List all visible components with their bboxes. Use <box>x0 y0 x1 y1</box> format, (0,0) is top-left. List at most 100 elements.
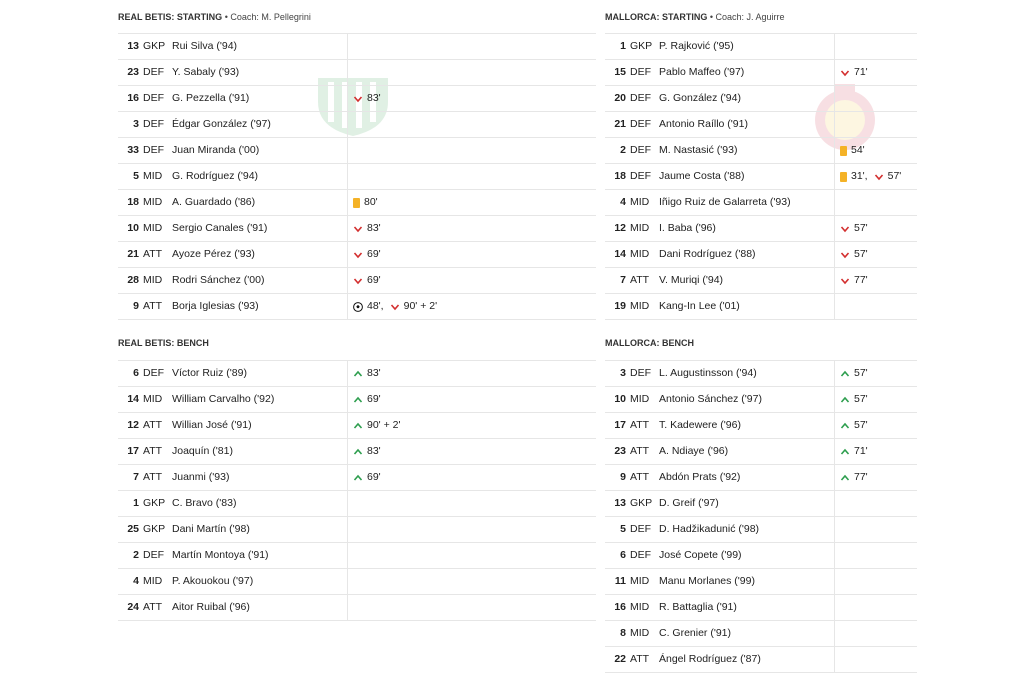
match-event: 90' + 2' <box>390 294 438 319</box>
match-event: 69' <box>353 387 381 412</box>
player-row: 4 MID Iñigo Ruiz de Galarreta ('93) <box>605 190 917 216</box>
match-event: 57' <box>840 361 868 386</box>
event-minute: 83' <box>367 367 381 379</box>
yellow-card-icon <box>840 171 847 182</box>
player-events: 69' <box>347 387 596 412</box>
home-starting-list: 13 GKP Rui Silva ('94) 23 DEF Y. Sabaly ('93)… <box>118 34 596 320</box>
player-row: 18 MID A. Guardado ('86) 80' <box>118 190 596 216</box>
player-name: Martín Montoya ('91) <box>172 549 269 561</box>
event-minute: 69' <box>367 393 381 405</box>
player-name: Joaquín ('81) <box>172 445 233 457</box>
chevron-down-icon <box>353 225 363 232</box>
player-name: Aitor Ruibal ('96) <box>172 601 250 613</box>
player-position: GKP <box>630 497 653 509</box>
player-position: DEF <box>143 92 164 104</box>
player-number: 22 <box>614 653 626 665</box>
chevron-down-icon <box>840 69 850 76</box>
match-event: 83' <box>353 86 381 111</box>
player-position: ATT <box>143 419 163 431</box>
player-row: 11 MID Manu Morlanes ('99) <box>605 569 917 595</box>
player-name: Ayoze Pérez ('93) <box>172 248 255 260</box>
player-name: Y. Sabaly ('93) <box>172 66 240 78</box>
event-minute: 57' <box>854 393 868 405</box>
player-number: 16 <box>614 601 626 613</box>
player-position: ATT <box>143 601 163 613</box>
player-events <box>347 543 596 568</box>
yellow-card-icon <box>840 145 847 156</box>
player-events <box>834 595 917 620</box>
player-number: 21 <box>614 118 626 130</box>
player-row: 5 DEF D. Hadžikadunić ('98) <box>605 517 917 543</box>
away-starting-title: MALLORCA: STARTING <box>605 12 708 22</box>
player-row: 18 DEF Jaume Costa ('88) 31', 57' <box>605 164 917 190</box>
home-starting-title: REAL BETIS: STARTING <box>118 12 223 22</box>
player-number: 21 <box>127 248 139 260</box>
player-position: GKP <box>143 497 166 509</box>
chevron-down-icon <box>840 251 850 258</box>
player-position: DEF <box>630 549 651 561</box>
home-coach: • Coach: M. Pellegrini <box>224 12 311 22</box>
player-number: 12 <box>614 222 626 234</box>
chevron-up-icon <box>840 474 850 481</box>
player-row: 14 MID William Carvalho ('92) 69' <box>118 387 596 413</box>
event-minute: 90' + 2' <box>403 300 438 312</box>
player-row: 16 DEF G. Pezzella ('91) 83' <box>118 86 596 112</box>
player-row: 15 DEF Pablo Maffeo ('97) 71' <box>605 60 917 86</box>
player-position: MID <box>630 601 650 613</box>
player-events: 57' <box>834 413 917 438</box>
chevron-up-icon <box>840 370 850 377</box>
player-name: William Carvalho ('92) <box>172 393 275 405</box>
player-name: José Copete ('99) <box>659 549 742 561</box>
player-number: 6 <box>133 367 139 379</box>
match-event: 57' <box>840 413 868 438</box>
player-events: 57' <box>834 242 917 267</box>
player-name: C. Grenier ('91) <box>659 627 732 639</box>
player-name: Pablo Maffeo ('97) <box>659 66 745 78</box>
player-row: 23 DEF Y. Sabaly ('93) <box>118 60 596 86</box>
player-position: ATT <box>630 471 650 483</box>
match-event: 57' <box>874 164 901 189</box>
player-name: Kang-In Lee ('01) <box>659 300 740 312</box>
player-name: Willian José ('91) <box>172 419 252 431</box>
event-minute: 83' <box>367 222 381 234</box>
player-name: Ángel Rodríguez ('87) <box>659 653 761 665</box>
player-events <box>347 60 596 85</box>
player-position: MID <box>630 222 650 234</box>
player-name: Rodri Sánchez ('00) <box>172 274 265 286</box>
player-name: A. Guardado ('86) <box>172 196 256 208</box>
player-events: 83' <box>347 86 596 111</box>
away-bench-list: 3 DEF L. Augustinsson ('94) 57' 10 MID Antonio… <box>605 361 917 673</box>
player-number: 17 <box>614 419 626 431</box>
chevron-down-icon <box>840 225 850 232</box>
player-row: 2 DEF Martín Montoya ('91) <box>118 543 596 569</box>
chevron-up-icon <box>840 422 850 429</box>
player-row: 12 MID I. Baba ('96) 57' <box>605 216 917 242</box>
player-row: 4 MID P. Akouokou ('97) <box>118 569 596 595</box>
match-event: 77' <box>840 268 868 293</box>
player-row: 8 MID C. Grenier ('91) <box>605 621 917 647</box>
player-name: Víctor Ruiz ('89) <box>172 367 247 379</box>
player-position: MID <box>143 196 163 208</box>
player-row: 17 ATT T. Kadewere ('96) 57' <box>605 413 917 439</box>
player-events <box>834 543 917 568</box>
soccer-ball-icon <box>353 301 363 312</box>
player-name: T. Kadewere ('96) <box>659 419 741 431</box>
player-events: 57' <box>834 361 917 386</box>
player-position: MID <box>630 627 650 639</box>
player-row: 7 ATT Juanmi ('93) 69' <box>118 465 596 491</box>
home-bench-title: REAL BETIS: BENCH <box>118 338 209 348</box>
player-events <box>347 138 596 163</box>
player-row: 2 DEF M. Nastasić ('93) 54' <box>605 138 917 164</box>
player-name: Antonio Raíllo ('91) <box>659 118 748 130</box>
player-events <box>834 294 917 319</box>
player-number: 19 <box>614 300 626 312</box>
player-events <box>347 595 596 620</box>
player-name: G. González ('94) <box>659 92 741 104</box>
player-name: Manu Morlanes ('99) <box>659 575 755 587</box>
chevron-down-icon <box>353 277 363 284</box>
player-row: 14 MID Dani Rodríguez ('88) 57' <box>605 242 917 268</box>
player-events <box>834 34 917 59</box>
player-number: 14 <box>127 393 139 405</box>
player-number: 7 <box>620 274 626 286</box>
home-bench-list: 6 DEF Víctor Ruiz ('89) 83' 14 MID William Car… <box>118 361 596 621</box>
